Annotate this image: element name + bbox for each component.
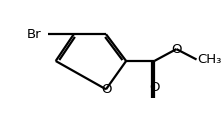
Text: O: O [149,81,159,94]
Text: Br: Br [27,28,42,41]
Text: CH₃: CH₃ [198,53,222,66]
Text: O: O [101,83,111,96]
Text: O: O [171,43,182,56]
